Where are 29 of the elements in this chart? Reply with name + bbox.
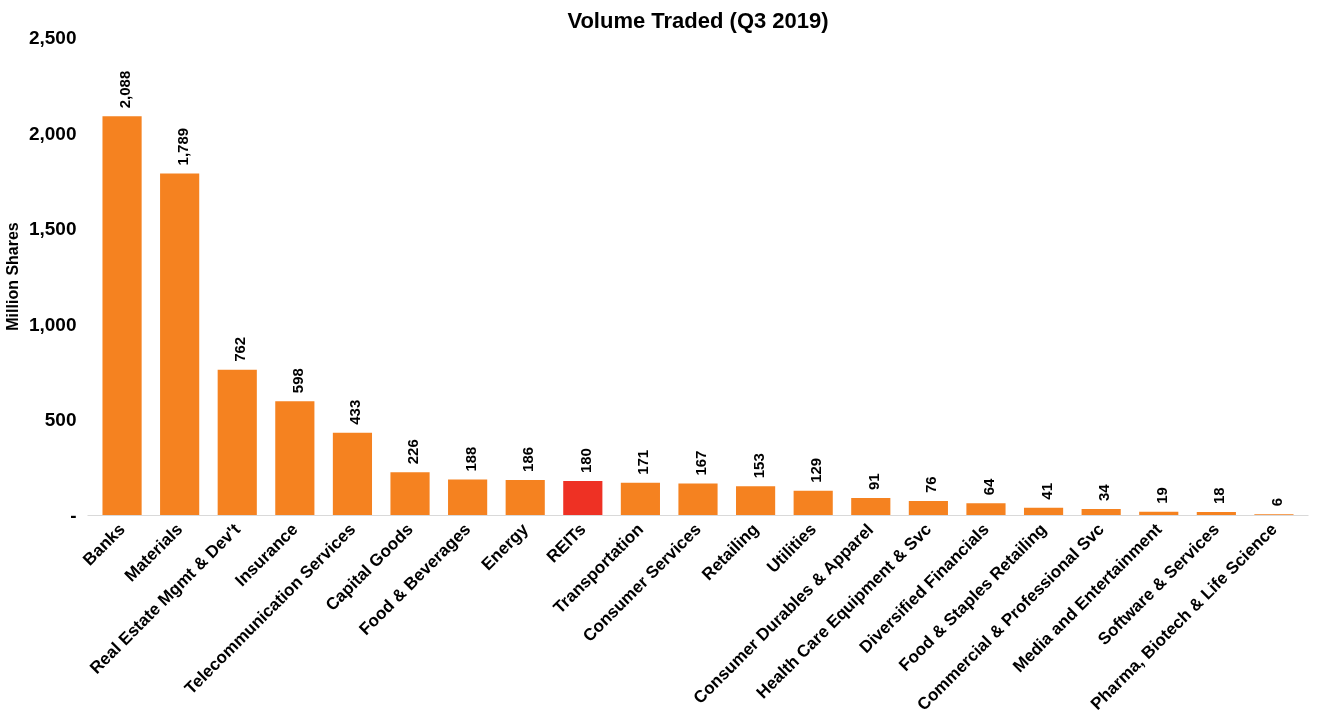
data-label: 167 bbox=[692, 450, 709, 476]
data-label: 180 bbox=[576, 448, 594, 474]
y-axis-title: Million Shares bbox=[3, 222, 21, 331]
y-tick-label: 500 bbox=[44, 409, 77, 431]
data-label: 18 bbox=[1210, 487, 1228, 505]
data-label: 91 bbox=[864, 473, 882, 491]
data-label: 762 bbox=[231, 336, 249, 362]
data-label: 226 bbox=[404, 439, 422, 465]
data-label: 188 bbox=[461, 446, 479, 472]
data-label: 171 bbox=[634, 449, 652, 475]
data-label: 186 bbox=[519, 446, 537, 472]
data-label: 433 bbox=[346, 399, 364, 425]
y-tick-label: 1,500 bbox=[28, 218, 77, 240]
data-label: 2,088 bbox=[116, 70, 134, 109]
data-label: 153 bbox=[749, 453, 767, 479]
y-tick-label: 2,000 bbox=[28, 122, 77, 144]
y-tick-label: - bbox=[70, 505, 77, 526]
chart-title: Volume Traded (Q3 2019) bbox=[567, 7, 829, 33]
y-tick-label: 2,500 bbox=[28, 27, 77, 48]
data-label: 19 bbox=[1152, 487, 1170, 504]
data-label: 41 bbox=[1037, 482, 1055, 500]
data-label: 129 bbox=[807, 457, 825, 483]
y-tick-label: 1,000 bbox=[28, 313, 77, 335]
data-label: 1,789 bbox=[173, 127, 191, 166]
data-label: 76 bbox=[922, 476, 940, 493]
data-label: 64 bbox=[979, 477, 997, 496]
data-label: 34 bbox=[1095, 483, 1113, 501]
data-label: 6 bbox=[1267, 498, 1285, 507]
data-label: 598 bbox=[288, 368, 306, 394]
